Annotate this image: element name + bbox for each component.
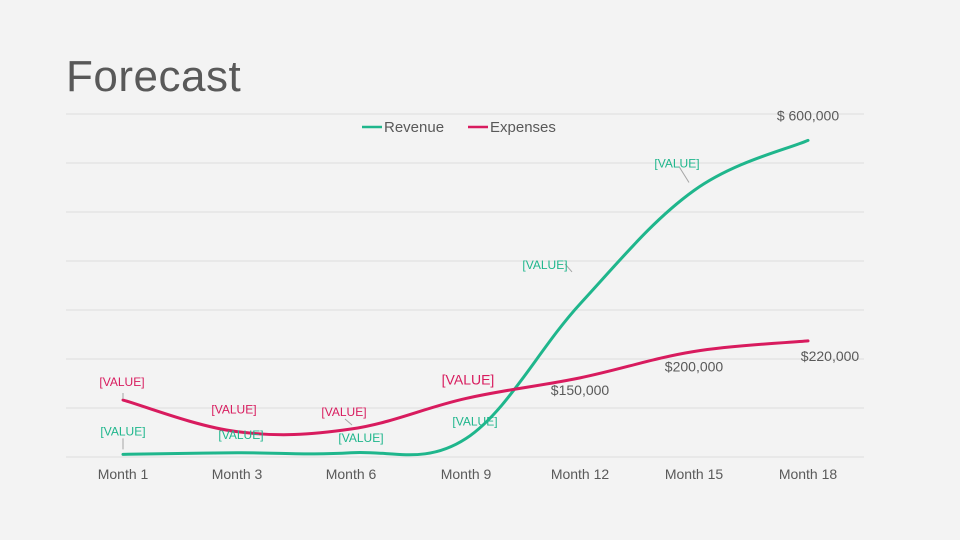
data-label-expenses-2: [VALUE] xyxy=(211,403,256,417)
legend: Revenue Expenses xyxy=(362,119,556,136)
series-line-expenses xyxy=(121,339,810,437)
x-tick-label: Month 18 xyxy=(779,466,838,482)
label-leader-lines xyxy=(122,166,690,450)
data-label-revenue-5: [VALUE] xyxy=(522,258,567,272)
series-lines xyxy=(121,138,810,457)
x-tick-label: Month 1 xyxy=(98,466,149,482)
data-label-expenses-6: $200,000 xyxy=(665,358,724,374)
x-axis-ticks: Month 1 Month 3 Month 6 Month 9 Month 12 Mont… xyxy=(98,466,838,482)
data-labels: [VALUE] [VALUE] [VALUE] [VALUE] [VALUE] [VALU… xyxy=(99,107,859,444)
x-tick-label: Month 6 xyxy=(326,466,377,482)
slide-title: Forecast xyxy=(66,52,242,101)
data-label-expenses-3: [VALUE] xyxy=(321,405,366,419)
leader-line xyxy=(564,263,573,273)
leader-line xyxy=(344,418,353,426)
series-line-revenue xyxy=(121,138,810,457)
data-label-expenses-1: [VALUE] xyxy=(99,375,144,389)
data-label-revenue-7: $ 600,000 xyxy=(777,107,839,123)
data-label-expenses-4: [VALUE] xyxy=(442,371,495,387)
data-label-revenue-6: [VALUE] xyxy=(654,157,699,171)
data-label-revenue-1: [VALUE] xyxy=(100,424,145,438)
data-label-revenue-4: [VALUE] xyxy=(452,415,497,429)
leader-line xyxy=(678,166,690,183)
data-label-revenue-2: [VALUE] xyxy=(218,428,263,442)
gridlines xyxy=(66,113,864,458)
x-tick-label: Month 3 xyxy=(212,466,263,482)
data-label-revenue-3: [VALUE] xyxy=(338,431,383,445)
x-tick-label: Month 9 xyxy=(441,466,492,482)
x-tick-label: Month 12 xyxy=(551,466,610,482)
x-tick-label: Month 15 xyxy=(665,466,724,482)
legend-label-revenue: Revenue xyxy=(384,119,444,136)
data-label-expenses-7: $220,000 xyxy=(801,348,860,364)
legend-label-expenses: Expenses xyxy=(490,119,556,136)
data-label-expenses-5: $150,000 xyxy=(551,382,610,398)
